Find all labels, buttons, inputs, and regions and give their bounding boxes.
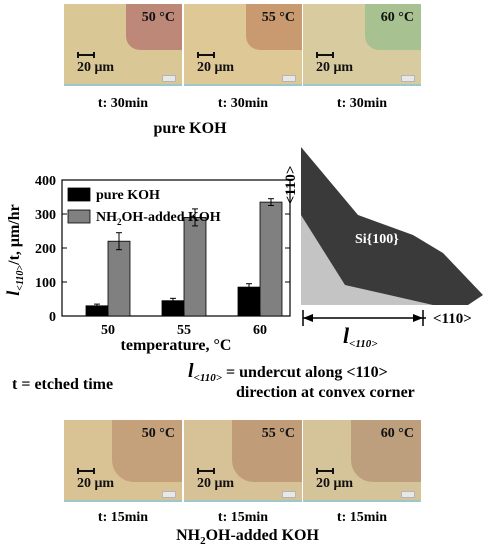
y-tick-label: 100: [35, 276, 56, 291]
x-axis: 50 55 60: [101, 311, 267, 338]
t-definition: t = etched time: [12, 376, 114, 393]
temperature-label: 50 °C: [141, 426, 175, 441]
bar-nh2oh-koh: [259, 201, 283, 317]
micrograph-panel: 50 °C 20 μm: [64, 4, 182, 86]
etched-corner: [112, 420, 182, 482]
micrograph-stamp: [162, 491, 176, 498]
bar-pure-koh: [237, 286, 261, 317]
etch-time-caption: t: 15min: [97, 510, 149, 525]
temperature-label: 55 °C: [261, 10, 295, 25]
temperature-label: 50 °C: [141, 10, 175, 25]
x-tick-label: 55: [177, 323, 191, 338]
dimension-label: l<110>: [343, 323, 378, 350]
scale-label: 20 μm: [197, 476, 235, 491]
scale-label: 20 μm: [77, 476, 115, 491]
y-axis-label: l<110>/t, μm/hr: [3, 204, 26, 296]
bottom-row-label: NH2OH-added KOH: [176, 527, 319, 547]
etch-time-caption: t: 30min: [217, 96, 269, 111]
scale-bar: [316, 52, 334, 58]
micrograph-edge: [184, 84, 302, 86]
mask-region: [301, 215, 433, 305]
scale-label: 20 μm: [77, 60, 115, 75]
etched-corner: [246, 4, 302, 50]
micrograph-panel: 55 °C 20 μm: [184, 420, 302, 502]
undercut-region: [301, 147, 483, 305]
micrograph-edge: [184, 500, 302, 502]
scale-label: 20 μm: [316, 476, 354, 491]
etch-time-caption: t: 15min: [217, 510, 269, 525]
etched-corner: [365, 4, 421, 50]
micrograph-panel: 55 °C 20 μm: [184, 4, 302, 86]
scale-bar: [316, 468, 334, 474]
scale-bar: [77, 52, 95, 58]
micrograph-stamp: [401, 75, 415, 82]
micrograph-panel: 60 °C 20 μm: [303, 420, 421, 502]
y-tick-label: 300: [35, 208, 56, 223]
right-direction-label: <110>: [433, 311, 472, 327]
bars: [85, 198, 283, 317]
chart-legend: pure KOH NH2OH-added KOH: [67, 187, 221, 227]
scale-bar: [197, 52, 215, 58]
x-tick-label: 50: [101, 323, 115, 338]
l-definition-line2: direction at convex corner: [236, 384, 415, 401]
micrograph-stamp: [162, 75, 176, 82]
legend-swatch: [67, 187, 91, 202]
left-direction-label: <110>: [283, 166, 299, 205]
micrograph-stamp: [282, 491, 296, 498]
micrograph-stamp: [401, 491, 415, 498]
temperature-label: 60 °C: [380, 426, 414, 441]
bar-nh2oh-koh: [183, 217, 207, 317]
y-tick-label: 200: [35, 242, 56, 257]
micrograph-edge: [64, 84, 182, 86]
top-row-label: pure KOH: [153, 120, 227, 137]
micrograph-edge: [303, 500, 421, 502]
etch-time-caption: t: 30min: [97, 96, 149, 111]
etched-corner: [232, 420, 302, 482]
micrograph-panel: 60 °C 20 μm: [303, 4, 421, 86]
legend-label: pure KOH: [96, 188, 160, 203]
etch-time-caption: t: 15min: [336, 510, 388, 525]
micrograph-edge: [64, 500, 182, 502]
scale-label: 20 μm: [316, 60, 354, 75]
etched-corner: [126, 4, 182, 50]
y-axis: 0 100 200 300 400: [35, 174, 290, 325]
temperature-label: 60 °C: [380, 10, 414, 25]
convex-corner-schematic: Si{100} <110> l<110> <110>: [283, 147, 483, 350]
x-tick-label: 60: [253, 323, 267, 338]
micrograph-stamp: [282, 75, 296, 82]
si100-label: Si{100}: [355, 232, 399, 247]
etched-corner: [351, 420, 421, 482]
scale-bar: [197, 468, 215, 474]
undercut-rate-bar-chart: 0 100 200 300 400 50 55 60 pure KOH NH2OH-added…: [3, 174, 291, 354]
micrograph-edge: [303, 84, 421, 86]
scale-bar: [77, 468, 95, 474]
bar-nh2oh-koh: [107, 240, 131, 317]
scale-label: 20 μm: [197, 60, 235, 75]
etch-time-caption: t: 30min: [336, 96, 388, 111]
legend-label: NH2OH-added KOH: [96, 210, 221, 227]
x-axis-label: temperature, °C: [121, 337, 232, 354]
y-tick-label: 400: [35, 174, 56, 189]
legend-swatch: [67, 209, 91, 224]
temperature-label: 55 °C: [261, 426, 295, 441]
y-tick-label: 0: [49, 310, 56, 325]
micrograph-panel: 50 °C 20 μm: [64, 420, 182, 502]
l-definition: l<110> = undercut along <110>: [188, 360, 388, 384]
